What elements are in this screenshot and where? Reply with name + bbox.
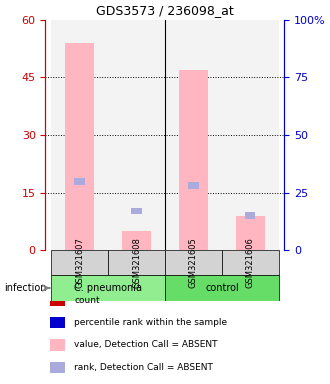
Text: control: control bbox=[205, 283, 239, 293]
Text: GSM321607: GSM321607 bbox=[75, 237, 84, 288]
Text: C. pneumonia: C. pneumonia bbox=[74, 283, 142, 293]
Text: percentile rank within the sample: percentile rank within the sample bbox=[74, 318, 227, 327]
FancyBboxPatch shape bbox=[165, 250, 222, 275]
Bar bbox=[222, 20, 279, 250]
Bar bbox=[65, 43, 94, 250]
Bar bbox=[131, 208, 142, 215]
Bar bbox=[50, 317, 65, 328]
Bar bbox=[188, 182, 199, 189]
FancyBboxPatch shape bbox=[165, 275, 279, 301]
Text: rank, Detection Call = ABSENT: rank, Detection Call = ABSENT bbox=[74, 362, 213, 372]
Text: infection: infection bbox=[4, 283, 47, 293]
Bar bbox=[50, 295, 65, 306]
Text: GSM321608: GSM321608 bbox=[132, 237, 141, 288]
FancyBboxPatch shape bbox=[51, 250, 108, 275]
Bar bbox=[50, 339, 65, 351]
Bar bbox=[108, 20, 165, 250]
FancyBboxPatch shape bbox=[222, 250, 279, 275]
Text: count: count bbox=[74, 296, 100, 305]
Text: value, Detection Call = ABSENT: value, Detection Call = ABSENT bbox=[74, 341, 217, 349]
FancyBboxPatch shape bbox=[51, 275, 165, 301]
Bar bbox=[122, 231, 151, 250]
FancyBboxPatch shape bbox=[108, 250, 165, 275]
Bar bbox=[236, 216, 265, 250]
Bar bbox=[165, 20, 222, 250]
Bar bbox=[51, 20, 108, 250]
Title: GDS3573 / 236098_at: GDS3573 / 236098_at bbox=[96, 4, 234, 17]
Bar bbox=[245, 212, 255, 219]
Text: GSM321606: GSM321606 bbox=[246, 237, 255, 288]
Text: GSM321605: GSM321605 bbox=[189, 237, 198, 288]
Bar bbox=[75, 177, 85, 184]
Bar bbox=[50, 362, 65, 373]
Bar bbox=[179, 70, 208, 250]
